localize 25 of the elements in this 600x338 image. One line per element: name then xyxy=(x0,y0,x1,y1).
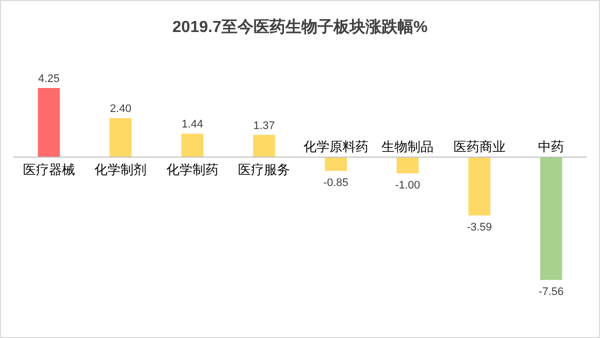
x-tick-label: 生物制品 xyxy=(382,139,434,154)
x-tick-label: 医疗服务 xyxy=(238,162,290,178)
bar xyxy=(181,134,204,158)
bar xyxy=(396,157,419,174)
data-label: -7.56 xyxy=(538,286,564,298)
data-label: 2.40 xyxy=(110,103,132,116)
x-tick-label: 医药商业 xyxy=(453,139,506,154)
data-label: -3.59 xyxy=(466,221,492,234)
x-tick-label: 化学制药 xyxy=(166,162,218,178)
data-label: -0.85 xyxy=(323,176,348,189)
data-label: -1.00 xyxy=(395,179,420,192)
data-label: 1.44 xyxy=(182,118,204,131)
bar xyxy=(253,134,276,158)
bar xyxy=(110,118,132,158)
bar xyxy=(468,157,490,216)
x-tick-label: 化学制剂 xyxy=(94,162,147,178)
data-label: 4.25 xyxy=(38,73,60,85)
x-tick-label: 医疗器械 xyxy=(22,162,75,178)
bar xyxy=(324,157,347,171)
x-tick-label: 化学原料药 xyxy=(303,139,368,154)
bar xyxy=(38,88,60,158)
x-tick-label: 中药 xyxy=(538,139,564,154)
data-label: 1.37 xyxy=(253,120,275,132)
chart-title: 2019.7至今医药生物子板块涨跌幅% xyxy=(172,18,428,36)
bar xyxy=(540,157,562,280)
